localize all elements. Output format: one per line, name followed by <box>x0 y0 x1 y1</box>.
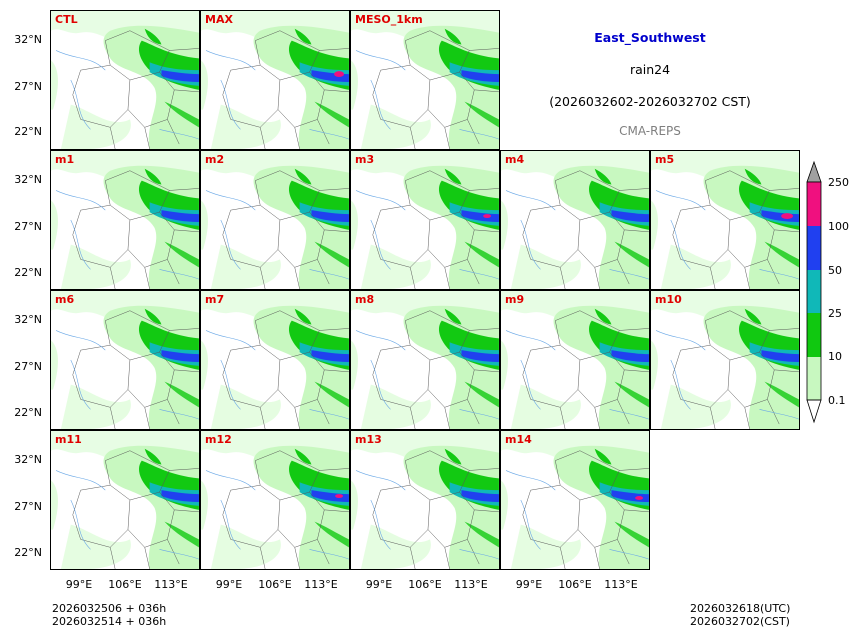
valid-time-cst: 2026032702(CST) <box>690 615 790 628</box>
lat-tick: 27°N <box>14 360 42 373</box>
map-panel: m5 <box>650 150 800 290</box>
colorbar-extend-top <box>806 160 822 183</box>
map-panel: m9 <box>500 290 650 430</box>
lon-tick: 106°E <box>558 578 592 591</box>
region-title: East_Southwest <box>594 30 706 45</box>
lon-tick: 106°E <box>108 578 142 591</box>
map-panel: m10 <box>650 290 800 430</box>
lat-tick: 27°N <box>14 80 42 93</box>
lon-tick: 113°E <box>304 578 338 591</box>
colorbar-swatch <box>807 182 821 226</box>
lon-tick: 99°E <box>515 578 543 591</box>
lon-tick: 106°E <box>408 578 442 591</box>
map-panel: MAX <box>200 10 350 150</box>
panel-label: m7 <box>205 293 225 306</box>
colorbar-label: 50 <box>828 264 842 277</box>
lat-tick: 32°N <box>14 313 42 326</box>
variable-title: rain24 <box>629 62 671 77</box>
colorbar-swatch <box>807 226 821 270</box>
lat-tick: 22°N <box>14 546 42 559</box>
lat-tick: 32°N <box>14 33 42 46</box>
map-panel: m14 <box>500 430 650 570</box>
map-panel: m3 <box>350 150 500 290</box>
valid-time-utc: 2026032618(UTC) <box>690 602 791 615</box>
colorbar-swatch <box>807 313 821 357</box>
colorbar-swatch <box>807 357 821 400</box>
colorbar-swatch <box>807 270 821 313</box>
lat-tick: 22°N <box>14 266 42 279</box>
colorbar-label: 25 <box>828 307 842 320</box>
panel-label: m1 <box>55 153 75 166</box>
system-title: CMA-REPS <box>619 124 681 138</box>
lon-tick: 113°E <box>604 578 638 591</box>
panel-label: m14 <box>505 433 532 446</box>
map-panel: m12 <box>200 430 350 570</box>
init-time-utc: 2026032506 + 036h <box>52 602 167 615</box>
map-panel: m11 <box>50 430 200 570</box>
init-time-cst: 2026032514 + 036h <box>52 615 167 628</box>
colorbar-label: 250 <box>828 176 849 189</box>
lat-tick: 22°N <box>14 406 42 419</box>
colorbar-label: 10 <box>828 350 842 363</box>
map-panel: MESO_1km <box>350 10 500 150</box>
panel-label: m13 <box>355 433 382 446</box>
colorbar-label: 0.1 <box>828 394 846 407</box>
map-panel: m1 <box>50 150 200 290</box>
panel-label: MAX <box>205 13 233 26</box>
lat-tick: 32°N <box>14 453 42 466</box>
lon-tick: 106°E <box>258 578 292 591</box>
panel-label: m2 <box>205 153 225 166</box>
panel-label: m4 <box>505 153 525 166</box>
lon-tick: 113°E <box>154 578 188 591</box>
colorbar <box>806 160 822 424</box>
period-title: (2026032602-2026032702 CST) <box>549 94 751 109</box>
panel-label: m3 <box>355 153 375 166</box>
map-panel: m8 <box>350 290 500 430</box>
panel-label: MESO_1km <box>355 13 423 26</box>
panel-label: m9 <box>505 293 525 306</box>
map-panel: m6 <box>50 290 200 430</box>
panel-label: m5 <box>655 153 675 166</box>
panel-label: CTL <box>55 13 78 26</box>
colorbar-extend-bottom <box>806 399 822 424</box>
panel-label: m12 <box>205 433 232 446</box>
map-panel: m13 <box>350 430 500 570</box>
panel-label: m10 <box>655 293 682 306</box>
lat-tick: 32°N <box>14 173 42 186</box>
colorbar-label: 100 <box>828 220 849 233</box>
panel-label: m8 <box>355 293 375 306</box>
lon-tick: 113°E <box>454 578 488 591</box>
lon-tick: 99°E <box>65 578 93 591</box>
map-panel: CTL <box>50 10 200 150</box>
map-panel: m4 <box>500 150 650 290</box>
map-panel: m2 <box>200 150 350 290</box>
panel-label: m6 <box>55 293 75 306</box>
lat-tick: 22°N <box>14 125 42 138</box>
lon-tick: 99°E <box>215 578 243 591</box>
lat-tick: 27°N <box>14 500 42 513</box>
lon-tick: 99°E <box>365 578 393 591</box>
lat-tick: 27°N <box>14 220 42 233</box>
panel-label: m11 <box>55 433 82 446</box>
map-panel: m7 <box>200 290 350 430</box>
